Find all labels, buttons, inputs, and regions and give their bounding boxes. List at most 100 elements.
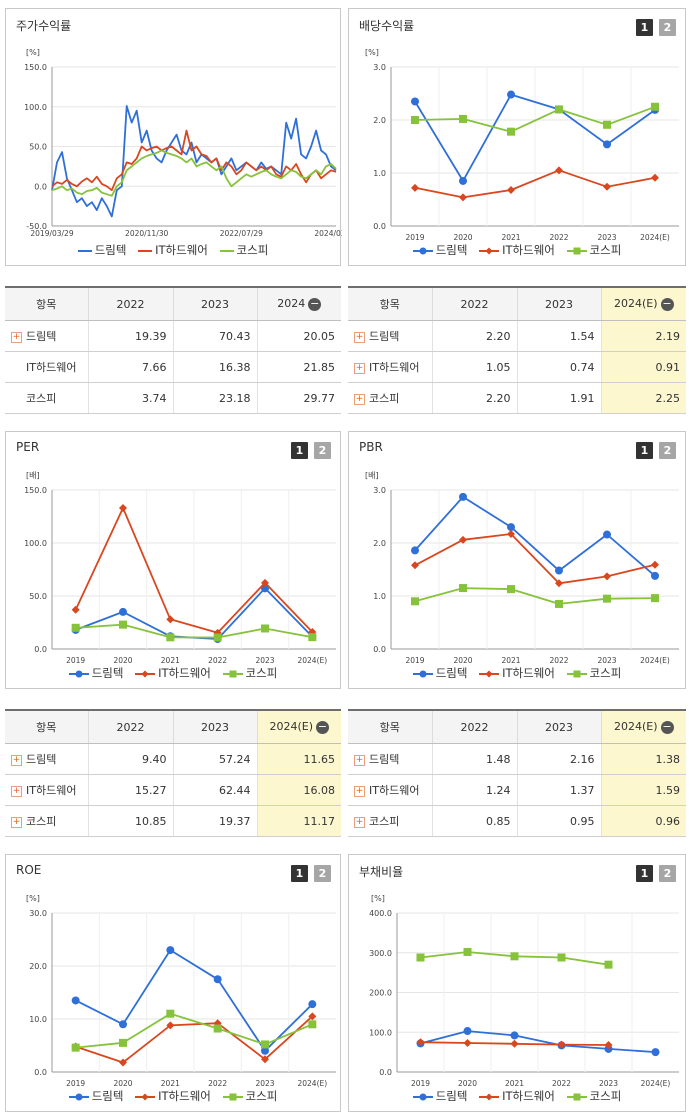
- collapse-icon[interactable]: −: [316, 719, 330, 734]
- expand-icon[interactable]: +: [11, 785, 22, 797]
- debt-ratio-chart: [%] 400.0 300.0 200.0 100.0 0.0 2019 2020 2021 20…: [369, 894, 679, 1088]
- row-label: + 코스피: [348, 805, 432, 837]
- page-2-button[interactable]: 2: [659, 865, 676, 882]
- expand-icon[interactable]: +: [354, 816, 365, 828]
- column-header: 항목: [5, 709, 88, 744]
- table-cell: 1.38: [600, 743, 686, 775]
- legend-item-it-hardware[interactable]: IT하드웨어: [479, 1088, 555, 1104]
- series-line: [414, 93, 656, 182]
- data-point: [555, 579, 563, 588]
- page-1-button[interactable]: 1: [636, 442, 653, 459]
- table-cell: 0.91: [600, 351, 686, 383]
- expand-icon[interactable]: +: [11, 754, 22, 766]
- data-point: [604, 1040, 613, 1049]
- collapse-icon[interactable]: −: [660, 296, 674, 311]
- table-cell: 1.24: [431, 774, 517, 806]
- page-1-button[interactable]: 1: [291, 865, 308, 882]
- stock-return-table: 항목 2022 2023 2024− + 드림텍 19.39 70.43 20.0…: [5, 286, 341, 414]
- column-header: 2023: [172, 286, 257, 321]
- page-2-button[interactable]: 2: [314, 865, 331, 882]
- x-tick-label: 2022: [552, 1079, 571, 1088]
- x-tick-label: 2020: [453, 233, 472, 242]
- page-1-button[interactable]: 1: [291, 442, 308, 459]
- expand-icon[interactable]: +: [11, 816, 22, 828]
- page-1-button[interactable]: 1: [636, 19, 653, 36]
- table-cell: 57.24: [172, 743, 257, 775]
- data-point: [459, 492, 467, 501]
- collapse-icon[interactable]: −: [660, 719, 674, 734]
- table-row: + 드림텍 2.20 1.54 2.19: [348, 320, 686, 352]
- legend-item-it-hardware[interactable]: IT하드웨어: [135, 665, 211, 681]
- data-point: [603, 594, 611, 603]
- data-point: [651, 102, 659, 111]
- column-header: 2023: [516, 286, 601, 321]
- data-point: [507, 90, 515, 99]
- data-point: [603, 120, 611, 129]
- legend-item-kospi[interactable]: 코스피: [222, 665, 277, 681]
- expand-icon[interactable]: +: [354, 393, 365, 405]
- table-cell: 1.59: [600, 774, 686, 806]
- table-row: + 코스피 10.85 19.37 11.17: [5, 805, 341, 837]
- expand-icon[interactable]: +: [354, 331, 365, 343]
- legend-item-kospi[interactable]: 코스피: [219, 243, 269, 257]
- table-header-row: 항목 2022 2023 2024(E) −: [348, 709, 686, 744]
- data-point: [651, 173, 659, 182]
- table-cell: 11.17: [256, 805, 341, 837]
- expand-icon[interactable]: +: [354, 785, 365, 797]
- data-point: [507, 529, 515, 538]
- data-point: [119, 1058, 127, 1067]
- x-tick-label: 2019: [405, 656, 424, 665]
- y-tick-label: 100.0: [369, 1028, 392, 1037]
- chart-legend: 드림텍 IT하드웨어 코스피: [6, 242, 340, 258]
- page-1-button[interactable]: 1: [636, 865, 653, 882]
- column-header-2024e: 2024(E) −: [256, 709, 341, 744]
- data-point: [213, 1024, 222, 1033]
- legend-item-kospi[interactable]: 코스피: [222, 1088, 277, 1104]
- page-2-button[interactable]: 2: [659, 19, 676, 36]
- roe-chart: [%] 30.0 20.0 10.0 0.0 2019 2020 2021 2022 2023 20…: [26, 894, 336, 1088]
- data-point: [411, 561, 419, 570]
- legend-item-kospi[interactable]: 코스피: [566, 665, 621, 681]
- x-tick-label: 2019: [411, 1079, 430, 1088]
- legend-item-it-hardware[interactable]: IT하드웨어: [135, 1088, 211, 1104]
- legend-item-kospi[interactable]: 코스피: [566, 242, 621, 258]
- data-point: [459, 176, 467, 185]
- table-cell: 62.44: [172, 774, 257, 806]
- legend-item-dreamtech[interactable]: 드림텍: [68, 1088, 123, 1104]
- page-2-button[interactable]: 2: [314, 442, 331, 459]
- data-point: [459, 193, 467, 202]
- legend-item-it-hardware[interactable]: IT하드웨어: [479, 665, 555, 681]
- legend-item-dreamtech[interactable]: 드림텍: [68, 665, 123, 681]
- legend-item-it-hardware[interactable]: IT하드웨어: [479, 242, 555, 258]
- data-point: [166, 1021, 175, 1030]
- page-2-button[interactable]: 2: [659, 442, 676, 459]
- table-cell: 10.85: [87, 805, 173, 837]
- legend-item-dreamtech[interactable]: 드림텍: [412, 242, 467, 258]
- x-tick-label: 2021: [505, 1079, 524, 1088]
- expand-icon[interactable]: +: [354, 362, 365, 374]
- row-label: 코스피: [5, 382, 88, 414]
- data-point: [213, 633, 222, 642]
- data-point: [555, 566, 563, 575]
- table-cell: 0.96: [600, 805, 686, 837]
- panel-title: 주가수익률: [16, 19, 72, 33]
- series-line: [51, 129, 337, 192]
- legend-item-kospi[interactable]: 코스피: [566, 1088, 621, 1104]
- x-tick-label: 2024(E): [297, 1079, 327, 1088]
- legend-item-it-hardware[interactable]: IT하드웨어: [138, 243, 208, 257]
- series-line: [75, 1015, 313, 1064]
- data-point: [416, 1038, 425, 1047]
- expand-icon[interactable]: +: [11, 331, 22, 343]
- legend-item-dreamtech[interactable]: 드림텍: [412, 1088, 467, 1104]
- legend-item-dreamtech[interactable]: 드림텍: [77, 243, 127, 257]
- collapse-icon[interactable]: −: [308, 296, 322, 311]
- expand-icon[interactable]: +: [354, 754, 365, 766]
- x-tick-label: 2021: [161, 1079, 180, 1088]
- y-tick-label: -50.0: [26, 222, 47, 231]
- legend-item-dreamtech[interactable]: 드림텍: [412, 665, 467, 681]
- data-point: [555, 599, 563, 608]
